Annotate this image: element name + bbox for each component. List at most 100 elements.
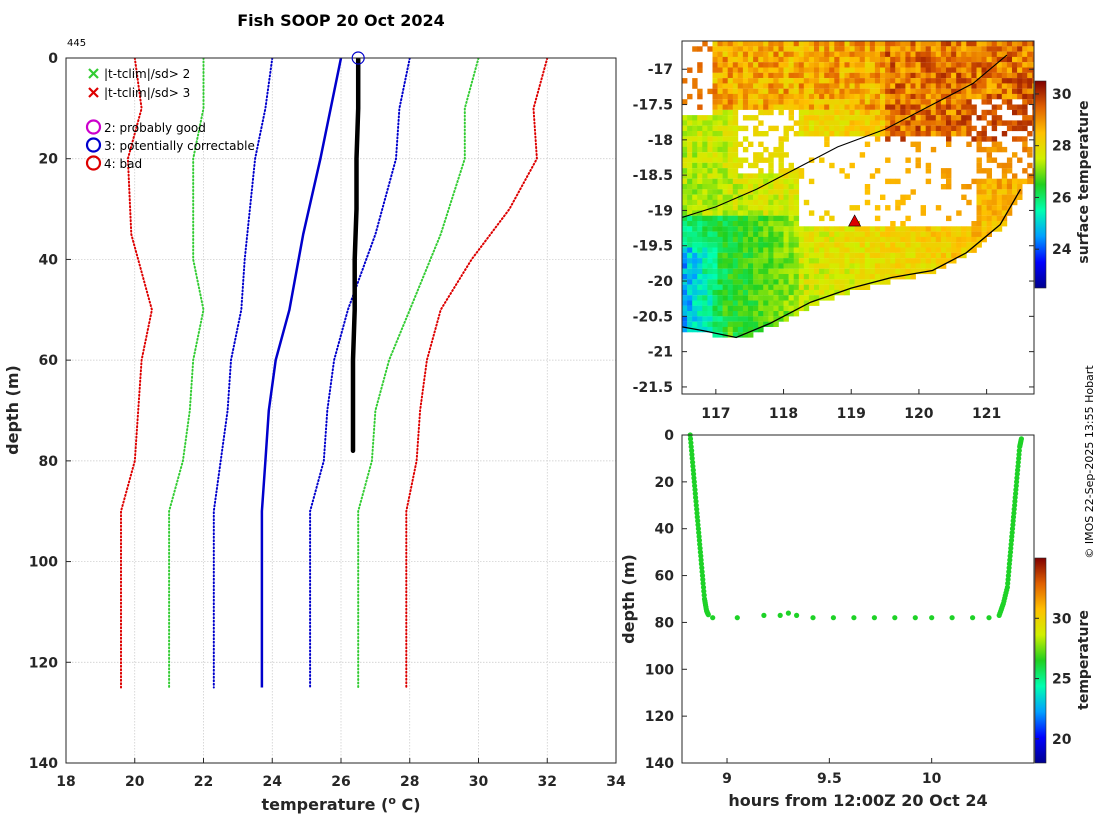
- sst-cell: [844, 263, 850, 269]
- sst-cell: [905, 46, 911, 52]
- sst-cell: [1032, 46, 1034, 52]
- sst-cell: [991, 194, 998, 200]
- sst-cell: [748, 247, 754, 253]
- sst-cell: [925, 72, 932, 79]
- depth-time-point: [1012, 502, 1018, 508]
- sst-cell: [976, 72, 982, 79]
- sst-cell: [915, 236, 921, 243]
- sst-cell: [885, 178, 891, 185]
- sst-cell: [763, 284, 769, 290]
- sst-cell: [946, 168, 952, 174]
- sst-cell: [717, 242, 723, 248]
- sst-cell: [849, 252, 855, 259]
- depth-time-point: [1012, 494, 1018, 501]
- legend-entry-flag4: 4: bad: [85, 155, 142, 171]
- sst-cell: [940, 46, 947, 52]
- sst-cell: [849, 67, 855, 73]
- sst-cell: [940, 231, 947, 237]
- sst-cell: [737, 46, 744, 52]
- sst-cell: [687, 131, 693, 137]
- sst-cell: [712, 321, 718, 327]
- sst-cell: [885, 67, 891, 73]
- sst-cell: [996, 104, 1003, 110]
- sst-cell: [915, 268, 921, 275]
- sst-cell: [788, 88, 794, 95]
- sst-cell: [748, 72, 754, 79]
- sst-cell: [895, 41, 901, 47]
- sst-cell: [798, 120, 805, 126]
- sst-cell: [996, 141, 1003, 147]
- sst-cell: [692, 289, 698, 296]
- sst-cell: [1006, 56, 1013, 63]
- sst-cell: [864, 104, 871, 110]
- sst-cell: [869, 263, 876, 269]
- sst-cell: [682, 226, 688, 232]
- sst-cell: [854, 231, 860, 237]
- sst-cell: [905, 88, 911, 95]
- sst-cell: [722, 67, 728, 73]
- sst-cell: [717, 194, 723, 200]
- sst-cell: [814, 263, 820, 269]
- sst-cell: [778, 72, 784, 79]
- sst-cell: [707, 146, 713, 153]
- sst-cell: [935, 46, 942, 52]
- sst-cell: [946, 184, 952, 190]
- sst-cell: [748, 115, 754, 121]
- sst-cell: [737, 305, 744, 312]
- sst-cell: [874, 78, 881, 84]
- sst-cell: [1032, 168, 1034, 174]
- depth-time-point: [700, 580, 706, 587]
- sst-cell: [803, 99, 810, 105]
- sst-cell: [900, 72, 906, 79]
- sst-cell: [986, 56, 992, 63]
- sst-cell: [702, 268, 708, 275]
- sst-cell: [737, 289, 744, 296]
- sst-cell: [742, 210, 749, 216]
- sst-cell: [758, 62, 764, 68]
- sst-cell: [925, 46, 932, 52]
- sst-cell: [707, 141, 713, 147]
- sst-cell: [966, 109, 972, 116]
- sst-cell: [748, 321, 754, 327]
- sst-cell: [859, 56, 866, 63]
- sst-cell: [844, 279, 850, 285]
- sst-cell: [885, 263, 891, 269]
- sst-cell: [824, 67, 830, 73]
- sst-cell: [748, 295, 754, 301]
- sst-cell: [839, 131, 845, 137]
- sst-cell: [798, 268, 805, 275]
- depth-time-points: [687, 432, 1024, 621]
- sst-cell: [727, 231, 734, 237]
- depth-time-point: [692, 491, 698, 497]
- sst-cell: [753, 221, 759, 227]
- depth-time-point: [1010, 518, 1016, 524]
- sst-cell: [829, 226, 835, 232]
- sst-cell: [808, 109, 815, 116]
- sst-colorbar-tick-label: 24: [1052, 242, 1072, 258]
- sst-cell: [981, 93, 987, 100]
- sst-cell: [1006, 199, 1013, 206]
- sst-cell: [758, 141, 764, 147]
- map-x-ticks: 117 118 119 120 121: [701, 389, 1001, 422]
- sst-cell: [844, 72, 850, 79]
- sst-cell: [763, 289, 769, 296]
- sst-cell: [956, 72, 962, 79]
- sst-cell: [697, 289, 703, 296]
- sst-cell: [717, 321, 723, 327]
- depth-time-point: [687, 436, 694, 442]
- sst-cell: [798, 93, 805, 100]
- sst-cell: [819, 72, 825, 79]
- sst-cell: [702, 152, 708, 158]
- sst-cell: [727, 178, 734, 185]
- sst-cell: [783, 210, 789, 216]
- sst-cell: [727, 210, 734, 216]
- sst-cell: [712, 157, 718, 163]
- depth-time-point: [710, 615, 716, 621]
- sst-cell: [763, 316, 769, 322]
- sst-cell: [1027, 88, 1033, 95]
- sst-cell: [905, 263, 911, 269]
- sst-cell: [971, 51, 977, 57]
- map-x-tick-label: 117: [701, 406, 730, 422]
- sst-cell: [915, 226, 921, 232]
- sst-cell: [935, 93, 942, 100]
